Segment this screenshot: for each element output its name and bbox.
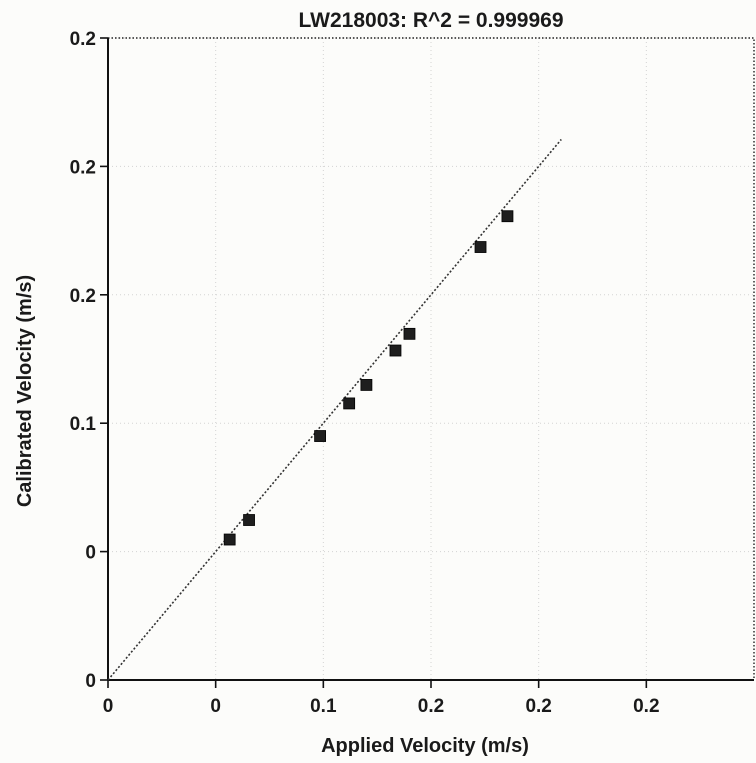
- chart-title: LW218003: R^2 = 0.999969: [298, 9, 563, 32]
- data-point: [389, 344, 402, 357]
- x-tick-label: 0.2: [525, 696, 551, 717]
- data-point: [223, 533, 236, 546]
- data-point: [474, 241, 487, 253]
- data-point: [314, 430, 327, 442]
- axes: [100, 37, 754, 688]
- data-point: [360, 379, 373, 391]
- y-tick-label: 0: [85, 671, 96, 692]
- x-tick-label: 0.1: [310, 696, 337, 717]
- y-tick-label: 0.2: [70, 157, 96, 178]
- data-point: [243, 514, 255, 526]
- y-axis-label: Calibrated Velocity (m/s): [14, 275, 36, 507]
- x-tick-label: 0.2: [418, 696, 444, 717]
- fit-line: [107, 138, 562, 681]
- fit-line-layer: [107, 138, 562, 681]
- data-points: [223, 210, 514, 546]
- data-point: [501, 210, 514, 223]
- x-tick-label: 0.2: [633, 696, 659, 717]
- y-tick-label: 0: [85, 543, 96, 564]
- y-tick-label: 0.1: [70, 414, 97, 435]
- x-axis-label: Applied Velocity (m/s): [321, 735, 529, 757]
- y-tick-label: 0.2: [70, 286, 96, 307]
- data-point: [403, 327, 416, 340]
- x-tick-label: 0: [103, 696, 114, 717]
- x-tick-label: 0: [210, 696, 221, 717]
- data-point: [343, 397, 356, 410]
- y-tick-label: 0.2: [70, 29, 96, 50]
